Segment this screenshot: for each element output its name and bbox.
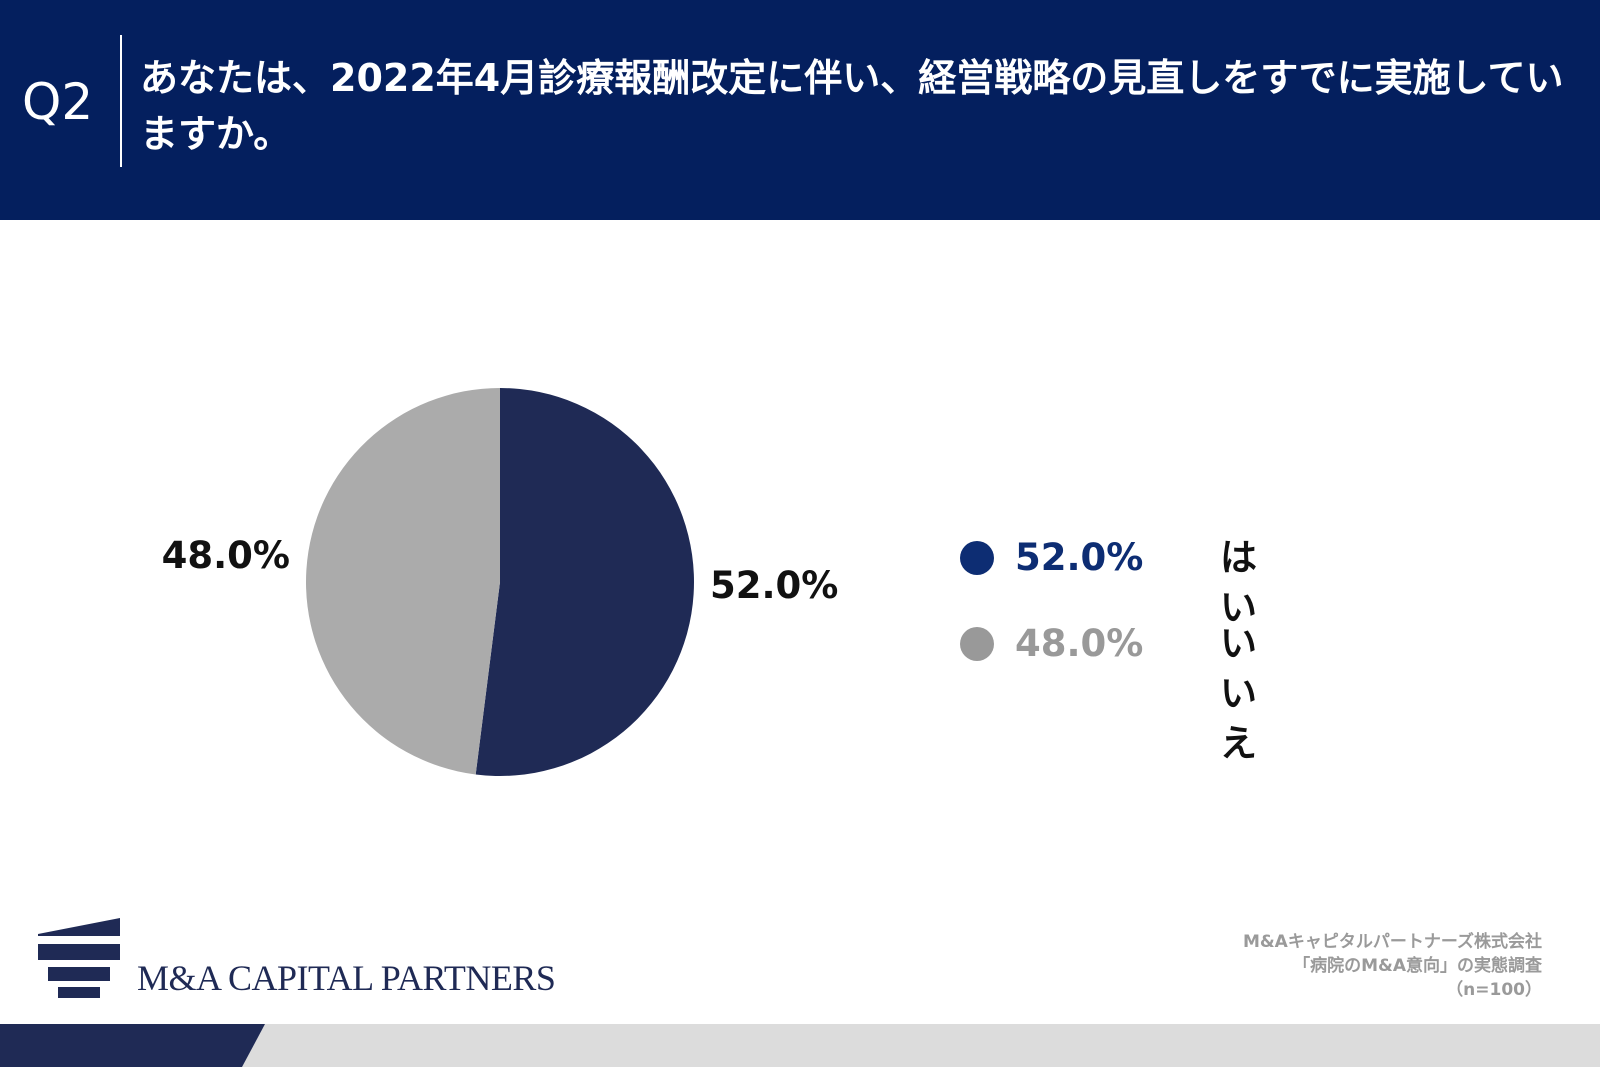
legend-value-yes: 52.0% [1015, 536, 1144, 579]
question-text: あなたは、2022年4月診療報酬改定に伴い、経営戦略の見直しをすでに実施していま… [140, 56, 1564, 156]
source-note: M&Aキャピタルパートナーズ株式会社 「病院のM&A意向」の実態調査 （n=10… [1243, 930, 1542, 1002]
legend-label-yes: はい [1220, 536, 1257, 629]
pie-slice-0 [475, 388, 694, 776]
legend-label-no: いいえ [1220, 622, 1257, 765]
company-logo-text: M&A CAPITAL PARTNERS [137, 958, 556, 998]
pie-data-label-0: 52.0% [710, 564, 838, 607]
source-sample-size: （n=100） [1446, 980, 1542, 1000]
source-survey: 「病院のM&A意向」の実態調査 [1293, 956, 1542, 976]
legend-dot-yes [960, 541, 994, 575]
footer-accent [0, 1024, 265, 1067]
header-divider [120, 35, 122, 167]
legend-dot-no [960, 627, 994, 661]
company-logo-icon [38, 918, 120, 998]
footer-bar [0, 1024, 1600, 1067]
question-number: Q2 [22, 73, 94, 131]
pie-slice-1 [305, 388, 500, 775]
legend-value-no: 48.0% [1015, 622, 1144, 665]
header-banner: Q2 あなたは、2022年4月診療報酬改定に伴い、経営戦略の見直しをすでに実施し… [0, 0, 1600, 220]
pie-data-label-1: 48.0% [162, 534, 290, 577]
source-company: M&Aキャピタルパートナーズ株式会社 [1242, 932, 1542, 952]
